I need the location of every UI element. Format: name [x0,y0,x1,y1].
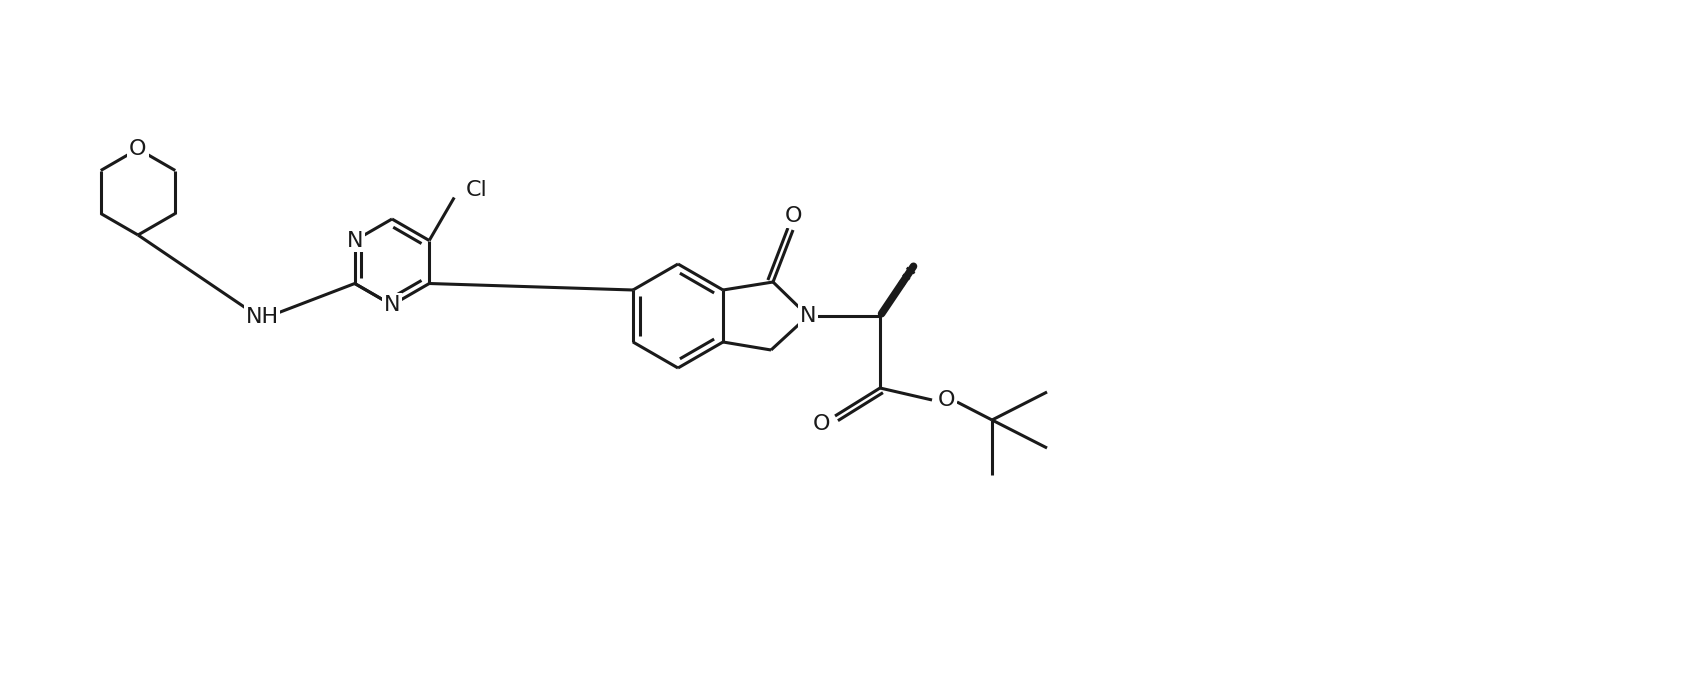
Text: N: N [384,295,399,315]
Text: N: N [347,231,364,251]
Text: Cl: Cl [466,179,488,200]
Text: O: O [937,390,955,410]
Text: O: O [129,139,146,159]
Text: N: N [799,306,816,326]
Text: O: O [813,414,830,434]
Text: NH: NH [245,307,279,327]
Text: O: O [784,206,802,226]
